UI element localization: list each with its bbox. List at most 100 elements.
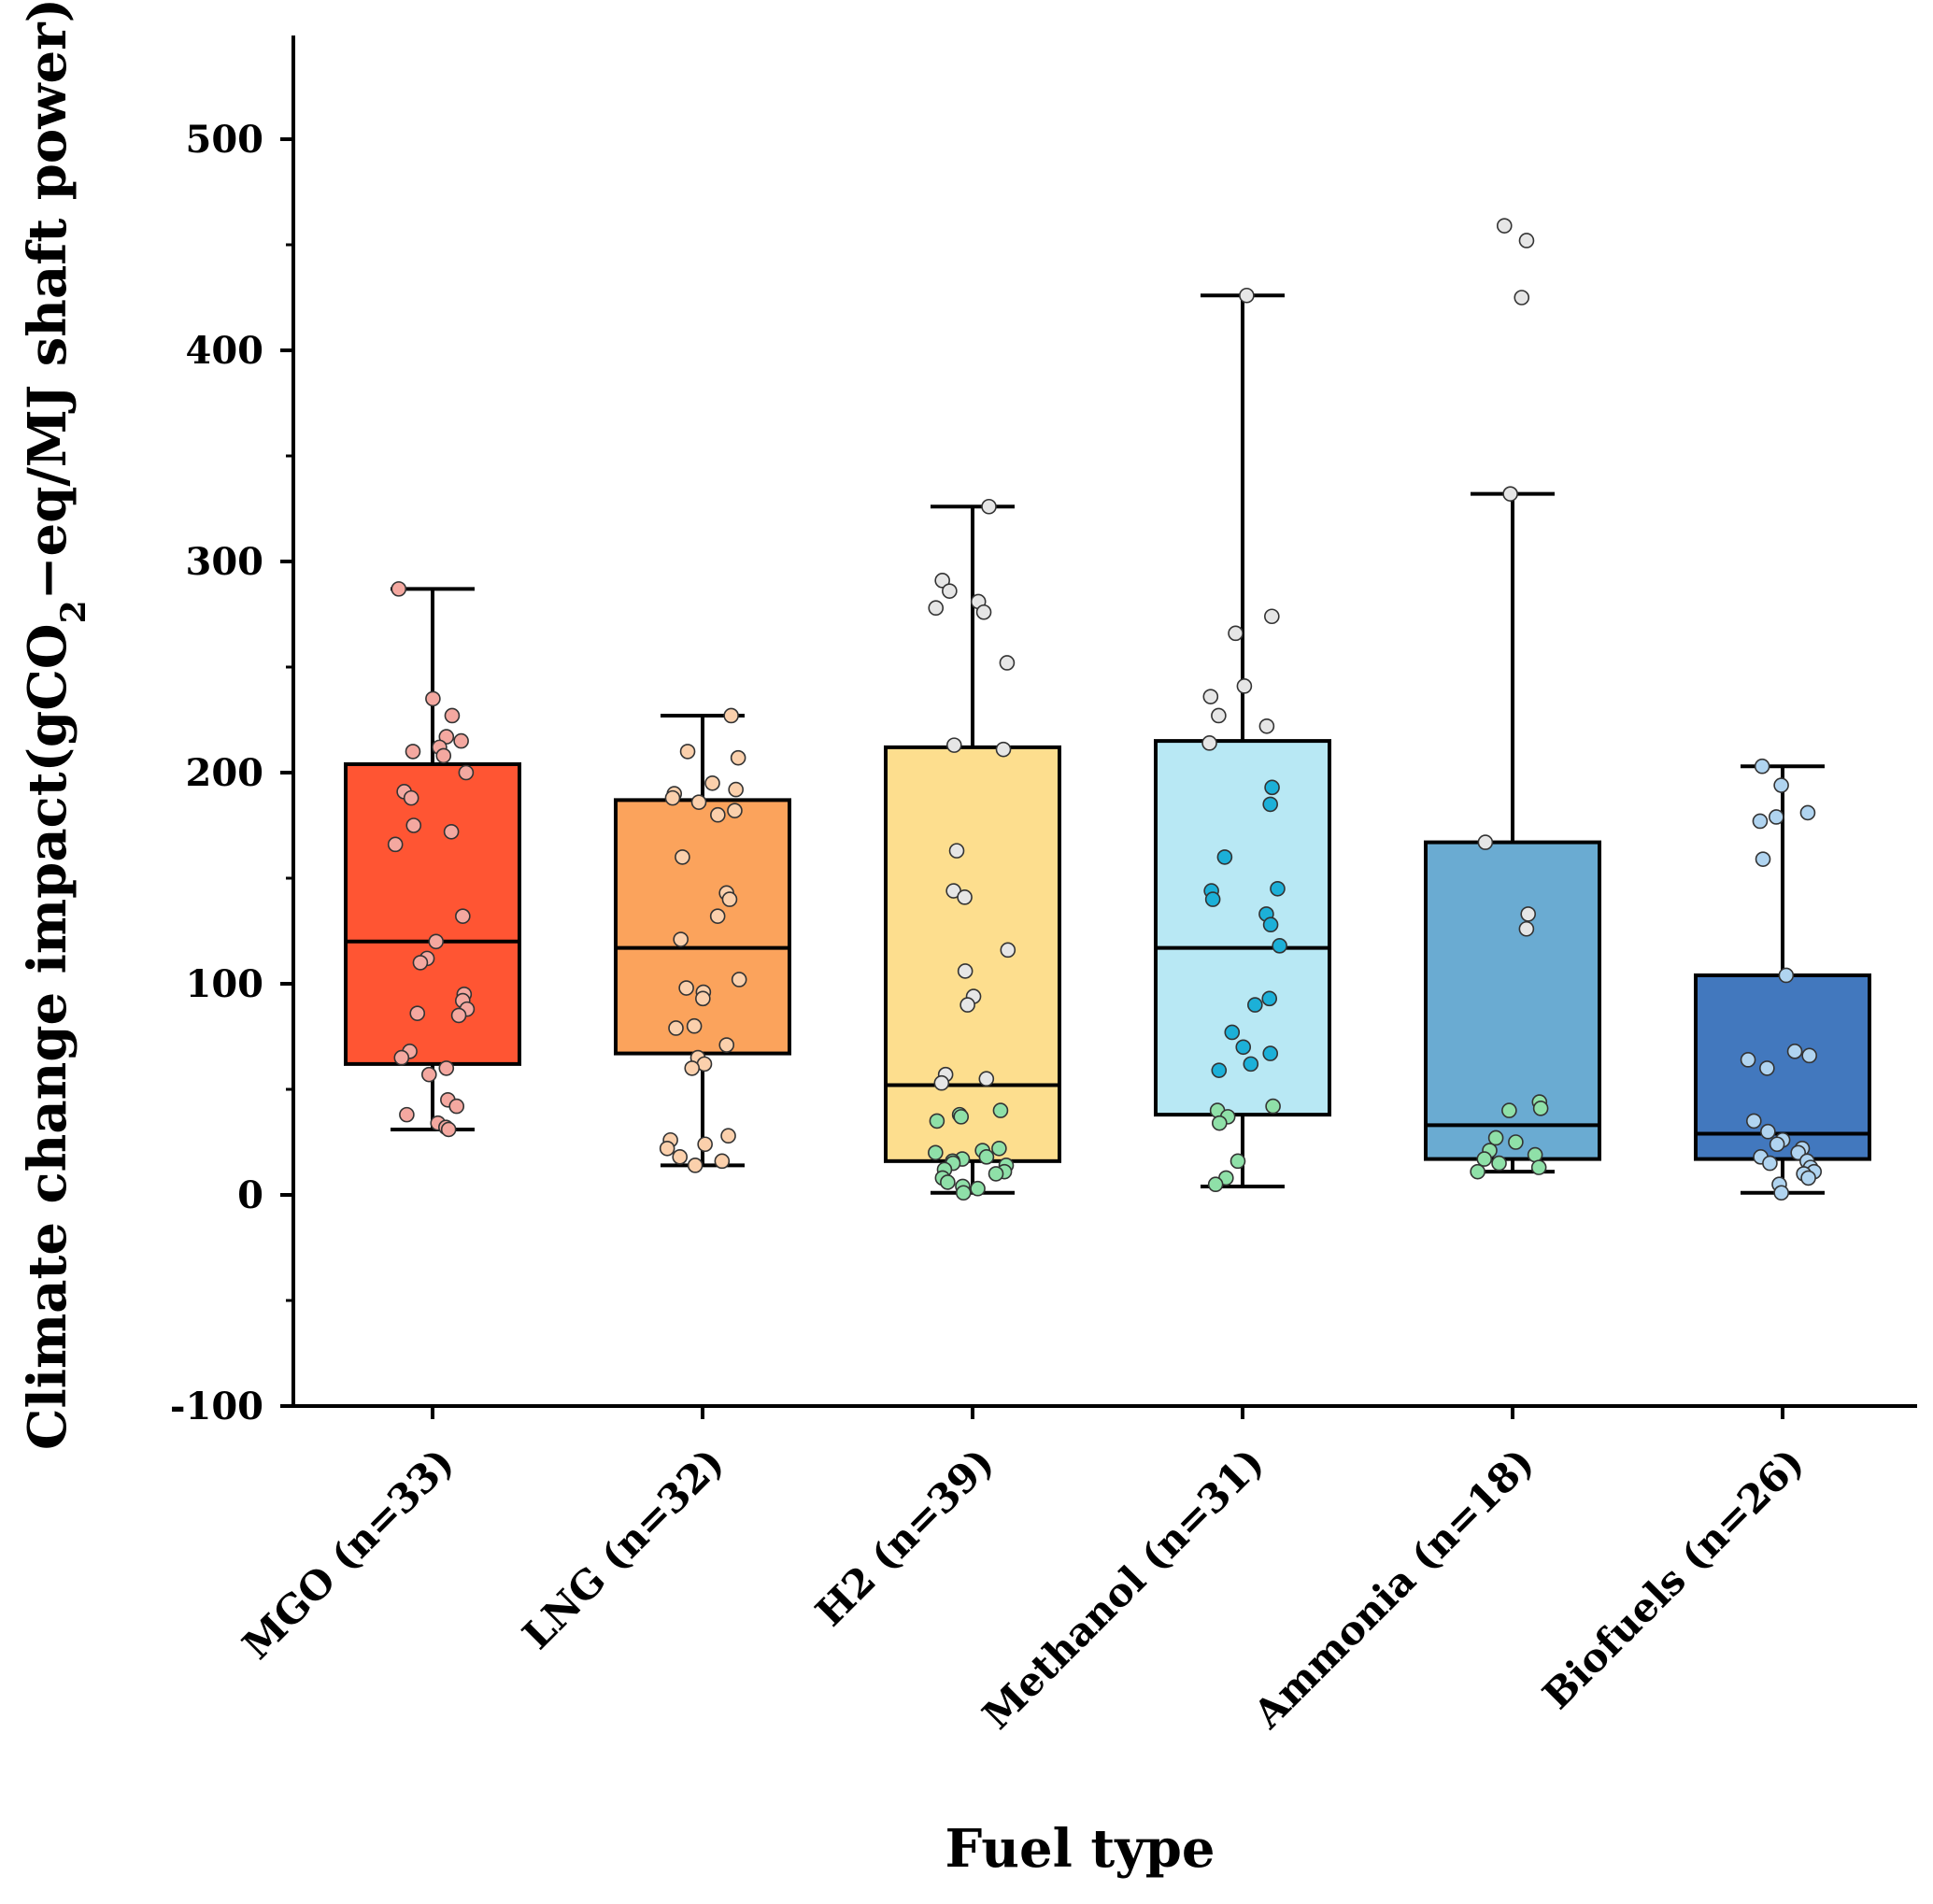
data-point xyxy=(1235,1039,1252,1056)
data-point xyxy=(1496,218,1513,234)
data-point xyxy=(1265,1098,1281,1115)
data-point xyxy=(393,1049,410,1066)
y-tick-label: 0 xyxy=(237,1173,263,1217)
data-point xyxy=(412,955,429,971)
data-point xyxy=(945,737,962,753)
data-point xyxy=(728,781,744,798)
data-point xyxy=(940,1174,956,1190)
y-tick-label: 500 xyxy=(186,118,264,162)
data-point xyxy=(690,794,707,810)
data-point xyxy=(686,1017,703,1034)
data-point xyxy=(1270,880,1286,897)
data-point xyxy=(957,889,973,905)
data-point xyxy=(1476,1151,1493,1167)
box-iqr xyxy=(1154,739,1331,1117)
data-point xyxy=(673,931,689,947)
data-point xyxy=(1211,1062,1228,1078)
y-ticks-layer: -100 0 100 200 300 400 500 xyxy=(170,118,293,1428)
data-point xyxy=(679,744,696,760)
x-category-label: H2 (n=39) xyxy=(806,1439,1002,1635)
box-iqr xyxy=(884,745,1061,1163)
data-point xyxy=(438,1060,455,1076)
data-point xyxy=(1801,1047,1817,1064)
y-tick-label: 100 xyxy=(186,962,264,1006)
axes-layer xyxy=(291,36,1917,1408)
data-point xyxy=(1211,707,1227,724)
data-point xyxy=(440,1121,457,1138)
data-point xyxy=(730,749,746,766)
data-point xyxy=(1502,486,1518,502)
data-point xyxy=(709,908,726,924)
data-point xyxy=(942,583,958,599)
data-point xyxy=(455,908,471,924)
y-tick-label: 200 xyxy=(186,751,264,795)
data-point xyxy=(1229,1153,1246,1170)
data-point xyxy=(697,1136,713,1153)
data-point xyxy=(1247,997,1263,1013)
data-point xyxy=(959,997,975,1013)
data-point xyxy=(1773,1185,1789,1201)
data-point xyxy=(1487,1130,1504,1146)
data-point xyxy=(1264,779,1280,796)
box-iqr xyxy=(344,761,521,1066)
data-point xyxy=(399,1106,415,1123)
data-point xyxy=(1262,916,1279,933)
data-point xyxy=(1740,1052,1756,1068)
data-point xyxy=(1258,718,1275,734)
x-category-label: LNG (n=32) xyxy=(514,1439,732,1657)
data-point xyxy=(1236,678,1253,694)
data-point xyxy=(1786,1044,1803,1059)
data-point xyxy=(1514,290,1530,305)
data-point xyxy=(421,1066,437,1083)
box-iqr xyxy=(614,798,791,1056)
data-point xyxy=(450,1007,467,1024)
data-point xyxy=(970,1180,986,1197)
data-point xyxy=(1228,625,1244,642)
data-point xyxy=(1477,834,1494,850)
data-point xyxy=(405,817,422,833)
data-point xyxy=(1759,1060,1775,1076)
data-point xyxy=(453,732,469,749)
data-point xyxy=(1202,689,1219,704)
data-point xyxy=(1508,1134,1524,1150)
data-point xyxy=(1773,777,1789,793)
data-point xyxy=(403,789,419,806)
data-point xyxy=(405,744,421,760)
data-point xyxy=(731,972,747,988)
data-point xyxy=(1778,967,1795,984)
data-point xyxy=(675,849,690,865)
data-point xyxy=(1239,287,1255,304)
data-point xyxy=(1272,938,1287,954)
data-point xyxy=(1211,1115,1228,1131)
data-point xyxy=(1520,906,1537,922)
y-tick-label: 400 xyxy=(186,329,264,373)
data-point xyxy=(435,747,452,764)
data-point xyxy=(957,963,974,979)
x-ticks-layer: MGO (n=33) LNG (n=32) H2 (n=39)Methanol (n… xyxy=(234,1406,1812,1738)
data-point xyxy=(953,1109,970,1125)
x-category-label: Ammonia (n=18) xyxy=(1244,1439,1542,1737)
data-point xyxy=(1755,851,1771,867)
data-point xyxy=(978,1149,995,1165)
y-axis-title: Climate change impact(gCO2−eq/MJ shaft p… xyxy=(17,0,93,1450)
data-point xyxy=(1769,1136,1785,1153)
data-point xyxy=(1532,1101,1549,1116)
data-point xyxy=(1261,990,1278,1007)
data-point xyxy=(1470,1163,1485,1180)
data-point xyxy=(720,1128,736,1144)
data-point xyxy=(687,1158,704,1173)
data-point xyxy=(1752,813,1769,830)
box-iqr xyxy=(1694,973,1871,1161)
data-point xyxy=(1754,758,1770,774)
data-point xyxy=(978,1071,995,1087)
data-point xyxy=(1518,920,1535,937)
data-point xyxy=(718,1037,735,1053)
data-point xyxy=(443,823,460,840)
data-point xyxy=(714,1153,731,1170)
points-layer xyxy=(387,218,1823,1201)
data-point xyxy=(428,933,445,950)
data-point xyxy=(444,707,461,724)
x-axis-title: Fuel type xyxy=(945,1818,1215,1880)
data-point xyxy=(391,581,407,597)
